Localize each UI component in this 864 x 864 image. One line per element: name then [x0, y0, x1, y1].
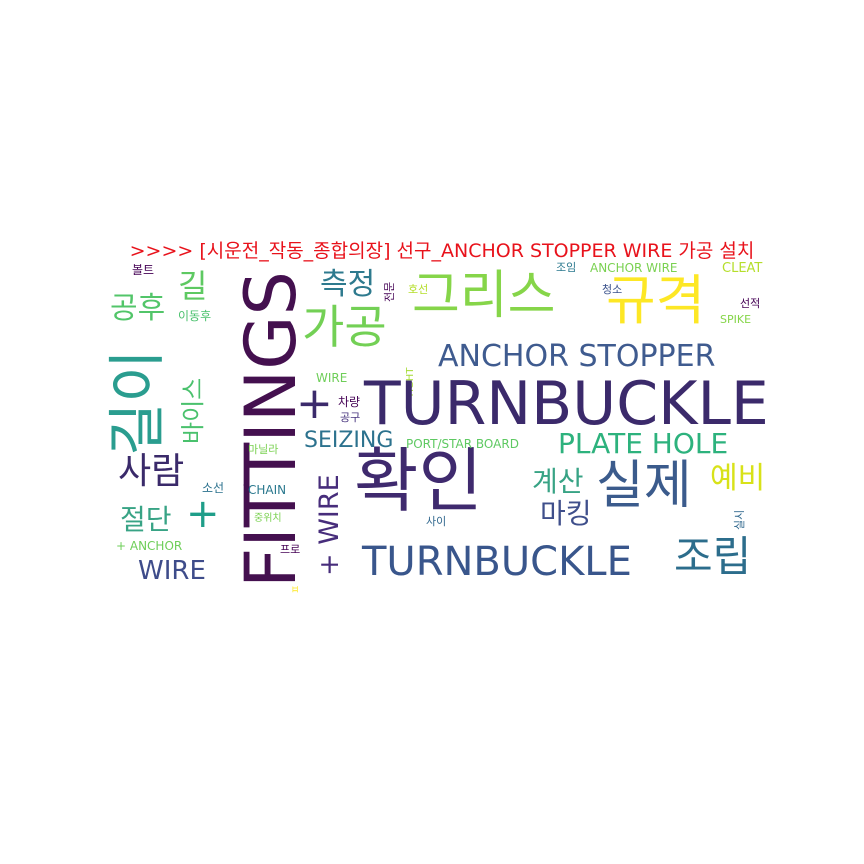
cloud-word: ANCHOR STOPPER	[438, 339, 716, 374]
cloud-word: 절단	[120, 503, 172, 536]
cloud-word: 사람	[118, 451, 185, 492]
cloud-word: 마킹	[540, 497, 592, 530]
cloud-word: 실시	[733, 509, 746, 530]
cloud-word: 마닐라	[248, 443, 279, 456]
cloud-word: WIRE	[316, 371, 348, 385]
cloud-word: 소선	[202, 481, 225, 495]
cloud-word: CHAIN	[248, 483, 287, 497]
cloud-word: + ANCHOR	[116, 539, 183, 553]
cloud-word: FITTINGS	[230, 271, 312, 588]
cloud-word: 이동후	[178, 309, 212, 323]
cloud-word: 공구	[340, 411, 361, 424]
cloud-word: 측정	[320, 267, 376, 302]
cloud-word: 전문	[383, 281, 396, 302]
cloud-word: 바이스	[179, 377, 207, 444]
cloud-word: TURNBUCKLE	[364, 369, 769, 439]
cloud-word: 길이	[106, 349, 171, 456]
cloud-word: 가공	[302, 300, 387, 354]
cloud-word: ㅍ	[291, 584, 302, 594]
cloud-word: 길	[178, 267, 208, 305]
cloud-word: 호선	[408, 283, 429, 296]
cloud-word: SPIKE	[720, 313, 752, 326]
cloud-word: PORT/STAR BOARD	[406, 437, 519, 451]
cloud-word: 차량	[338, 395, 361, 409]
cloud-word: 청소	[602, 283, 623, 296]
cloud-word: TURNBUCKLE	[362, 539, 632, 585]
cloud-word: 조임	[556, 261, 577, 274]
cloud-word: 사이	[426, 515, 447, 528]
word-cloud: FITTINGS 길이 바이스 + WIRE TIGHT 실시 ㅍ 전문 TUR…	[106, 258, 772, 596]
cloud-word: 조립	[674, 532, 752, 581]
cloud-word: 계산	[532, 465, 584, 498]
cloud-word: CLEAT	[722, 261, 763, 276]
cloud-word: +	[186, 491, 220, 537]
cloud-word: +	[296, 378, 333, 429]
cloud-word: SEIZING	[304, 428, 394, 453]
cloud-word: 공후	[110, 291, 166, 326]
cloud-word: 확인	[354, 440, 483, 522]
cloud-word: 실제	[596, 456, 692, 516]
cloud-word: 볼트	[132, 263, 155, 277]
cloud-word: 예비	[710, 461, 766, 496]
cloud-word: + WIRE	[314, 474, 345, 576]
cloud-word: WIRE	[138, 556, 206, 586]
cloud-word: PLATE HOLE	[558, 427, 729, 460]
cloud-word: 프로	[280, 543, 301, 556]
cloud-word: 선적	[740, 297, 761, 310]
cloud-word: ANCHOR WIRE	[590, 261, 678, 275]
cloud-word: 규격	[606, 269, 706, 332]
cloud-word: 중위치	[254, 513, 282, 524]
page-title: >>>> [시운전_작동_종합의장] 선구_ANCHOR STOPPER WIR…	[129, 240, 755, 262]
cloud-word: 그리스	[412, 266, 556, 326]
